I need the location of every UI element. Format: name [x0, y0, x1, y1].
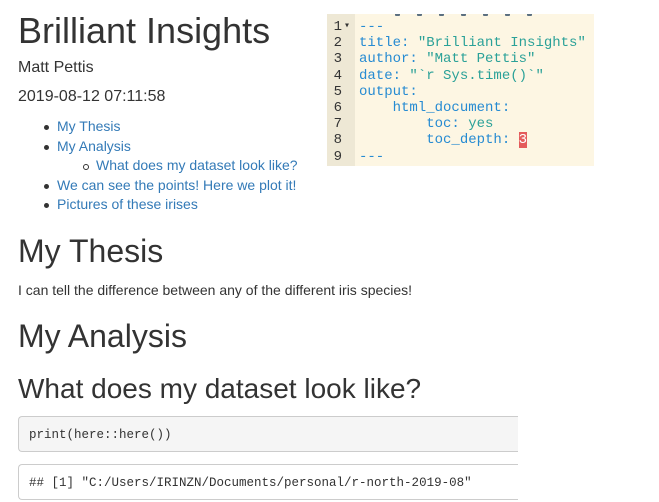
toc-link-dataset[interactable]: What does my dataset look like?: [96, 157, 298, 173]
editor-line[interactable]: 1 ▾ ---: [327, 19, 594, 35]
table-of-contents: My Thesis My Analysis What does my datas…: [44, 117, 298, 215]
yaml-key: ---: [359, 148, 385, 165]
heading-dataset: What does my dataset look like?: [18, 373, 422, 404]
yaml-editor[interactable]: 1 ▾ --- 2 title: "Brilliant Insights" 3 author…: [327, 14, 594, 166]
editor-line[interactable]: 5 output:: [327, 84, 594, 100]
heading-my-analysis: My Analysis: [18, 318, 187, 354]
line-number: 5: [333, 83, 342, 100]
yaml-value: "Brilliant Insights": [409, 35, 586, 52]
editor-line[interactable]: 6 html_document:: [327, 100, 594, 116]
yaml-value: "`r Sys.time()`": [401, 67, 544, 84]
line-number: 3: [333, 51, 342, 68]
editor-line[interactable]: 3 author: "Matt Pettis": [327, 51, 594, 67]
circle-bullet-icon: [83, 164, 89, 170]
editor-gutter: [327, 14, 355, 166]
toc-link-pictures[interactable]: Pictures of these irises: [57, 196, 198, 212]
code-output-block: ## [1] "C:/Users/IRINZN/Documents/person…: [18, 464, 518, 500]
code-text: toc_depth: 3: [359, 132, 528, 149]
yaml-key: title:: [359, 35, 410, 52]
thesis-paragraph: I can tell the difference between any of…: [18, 282, 413, 298]
line-number: 2: [333, 35, 342, 52]
yaml-key: toc_depth:: [359, 132, 511, 149]
editor-line[interactable]: 4 date: "`r Sys.time()`": [327, 68, 594, 84]
toc-item-plot: We can see the points! Here we plot it!: [44, 176, 298, 196]
code-text: toc: yes: [359, 116, 493, 132]
code-text: output:: [359, 84, 418, 100]
bullet-icon: [44, 203, 49, 208]
toc-link-my-analysis[interactable]: My Analysis: [57, 137, 131, 154]
yaml-key: toc:: [359, 116, 460, 133]
heading-my-thesis: My Thesis: [18, 233, 164, 269]
yaml-key: output:: [359, 83, 418, 100]
yaml-value: [510, 132, 518, 148]
bullet-icon: [44, 183, 49, 189]
code-text: author: "Matt Pettis": [359, 51, 535, 67]
toc-item-my-analysis: My Analysis: [44, 137, 298, 157]
code-text: ---: [359, 19, 384, 35]
toc-link-plot[interactable]: We can see the points! Here we plot it!: [57, 176, 297, 193]
code-text: date: "`r Sys.time()`": [359, 68, 544, 84]
editor-line[interactable]: 8 toc_depth: 3: [327, 132, 594, 149]
line-number: 7: [333, 116, 342, 133]
code-source-block: print(here::here()): [18, 416, 518, 452]
toc-item-pictures: Pictures of these irises: [44, 195, 298, 215]
editor-line[interactable]: 7 toc: yes: [327, 116, 594, 132]
document-title: Brilliant Insights: [18, 10, 271, 51]
code-text: ---: [359, 149, 384, 165]
code-text: title: "Brilliant Insights": [359, 35, 586, 51]
yaml-key: ---: [359, 19, 385, 35]
editor-toolbar-strip: [387, 14, 587, 17]
document-author: Matt Pettis: [18, 59, 94, 76]
line-number: 9: [333, 148, 342, 165]
yaml-value: "Matt Pettis": [417, 51, 536, 68]
line-number: 4: [333, 67, 342, 84]
yaml-key: html_document:: [359, 100, 511, 116]
toc-item-my-thesis: My Thesis: [44, 117, 298, 137]
code-text: html_document:: [359, 100, 511, 116]
line-number: 1: [333, 19, 342, 35]
cursor-highlight: 3: [518, 132, 528, 149]
bullet-icon: [44, 125, 49, 130]
toc-link-my-thesis[interactable]: My Thesis: [57, 118, 121, 134]
yaml-key: author:: [359, 51, 418, 68]
toc-item-dataset: What does my dataset look like?: [44, 156, 298, 176]
bullet-icon: [44, 144, 49, 150]
yaml-value: yes: [459, 116, 494, 133]
document-date: 2019-08-12 07:11:58: [18, 88, 166, 105]
line-number: 8: [333, 132, 342, 149]
fold-arrow-icon[interactable]: ▾: [344, 21, 351, 32]
editor-line[interactable]: 2 title: "Brilliant Insights": [327, 35, 594, 51]
line-number: 6: [333, 100, 342, 116]
yaml-key: date:: [359, 67, 402, 84]
editor-line[interactable]: 9 ---: [327, 149, 594, 165]
